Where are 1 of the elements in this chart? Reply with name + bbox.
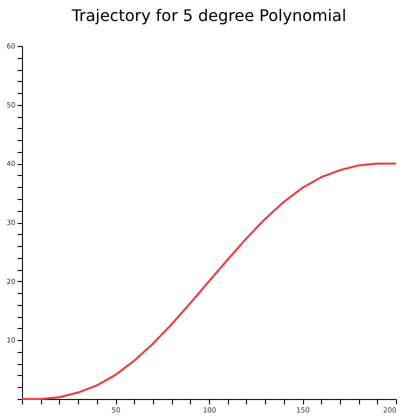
chart-title: Trajectory for 5 degree Polynomial <box>70 6 346 25</box>
